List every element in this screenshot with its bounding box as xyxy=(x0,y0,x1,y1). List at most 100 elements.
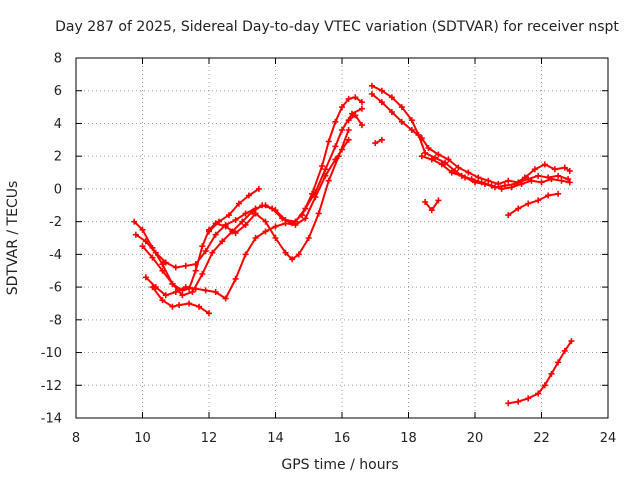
x-axis-label: GPS time / hours xyxy=(281,457,398,473)
data-point xyxy=(292,221,299,228)
data-point xyxy=(541,161,548,168)
y-tick-label: -8 xyxy=(49,313,62,328)
data-point xyxy=(242,210,249,217)
data-point xyxy=(152,249,159,256)
data-point xyxy=(202,287,209,294)
grid-layer xyxy=(76,58,608,418)
data-point xyxy=(345,127,352,133)
data-point xyxy=(508,184,515,191)
data-point xyxy=(312,194,319,201)
data-point xyxy=(568,338,575,345)
x-tick-label: 20 xyxy=(467,431,484,446)
data-point xyxy=(352,94,359,101)
series-trace xyxy=(370,84,571,189)
series-trace xyxy=(144,138,350,300)
data-point xyxy=(339,127,345,133)
data-series-track-5 xyxy=(206,185,262,235)
data-point xyxy=(339,146,345,153)
y-tick-label: 6 xyxy=(54,84,62,99)
data-point xyxy=(255,185,262,192)
data-point xyxy=(222,295,229,302)
data-point xyxy=(555,172,562,179)
data-point xyxy=(541,382,548,389)
data-point xyxy=(196,303,203,310)
data-point xyxy=(222,223,229,230)
y-tick-label: 2 xyxy=(54,150,62,165)
data-point xyxy=(272,207,279,214)
data-point xyxy=(252,210,259,217)
series-trace xyxy=(420,155,571,190)
data-point xyxy=(445,156,452,163)
series-layer xyxy=(131,82,575,407)
data-point xyxy=(525,200,532,207)
data-point xyxy=(435,197,442,204)
data-point xyxy=(322,166,329,173)
data-point xyxy=(528,177,535,184)
data-point xyxy=(422,199,429,205)
data-point xyxy=(232,230,239,237)
data-point xyxy=(498,185,505,192)
data-point xyxy=(139,243,146,250)
data-point xyxy=(272,223,279,230)
data-point xyxy=(505,400,512,407)
data-point xyxy=(149,254,156,261)
data-point xyxy=(561,164,568,171)
data-point xyxy=(435,151,442,158)
data-point xyxy=(305,235,312,241)
data-point xyxy=(448,169,455,176)
data-point xyxy=(332,118,339,125)
data-point xyxy=(245,192,252,199)
data-point xyxy=(332,143,339,150)
data-point xyxy=(478,179,485,186)
data-point xyxy=(398,118,405,125)
data-point xyxy=(535,197,542,204)
data-point xyxy=(182,284,189,291)
data-point xyxy=(515,398,522,405)
data-point xyxy=(199,243,206,250)
data-point xyxy=(162,259,169,266)
data-point xyxy=(302,215,309,222)
data-point xyxy=(495,181,502,187)
data-point xyxy=(169,303,176,310)
data-point xyxy=(202,248,209,255)
data-point xyxy=(209,249,216,256)
data-point xyxy=(458,172,465,179)
data-point xyxy=(192,285,199,292)
data-point xyxy=(332,156,339,163)
data-point xyxy=(548,176,555,183)
data-point xyxy=(538,179,545,186)
data-point xyxy=(242,221,249,228)
data-point xyxy=(505,177,512,184)
data-point xyxy=(199,271,206,277)
data-series-track-12 xyxy=(345,112,365,129)
y-tick-label: -12 xyxy=(41,379,62,394)
x-tick-label: 16 xyxy=(334,431,351,446)
data-point xyxy=(219,238,226,245)
data-point xyxy=(272,235,279,241)
y-tick-label: -4 xyxy=(49,248,62,263)
data-point xyxy=(345,95,352,102)
data-point xyxy=(455,164,462,171)
data-point xyxy=(558,177,565,184)
data-point xyxy=(345,136,352,143)
data-point xyxy=(408,117,415,124)
data-point xyxy=(368,91,375,97)
data-series-track-3 xyxy=(139,127,352,294)
data-point xyxy=(186,300,193,307)
data-point xyxy=(418,135,425,142)
data-point xyxy=(319,163,326,169)
data-point xyxy=(428,207,435,214)
x-tick-label: 8 xyxy=(72,431,80,446)
data-point xyxy=(189,289,196,295)
x-tick-label: 18 xyxy=(400,431,417,446)
data-point xyxy=(468,176,475,183)
data-point xyxy=(322,172,329,179)
data-point xyxy=(159,297,166,304)
y-tick-label: -2 xyxy=(49,215,62,230)
data-point xyxy=(139,226,146,233)
data-point xyxy=(515,205,522,212)
data-point xyxy=(432,154,439,161)
data-point xyxy=(505,212,512,219)
data-point xyxy=(378,136,385,143)
